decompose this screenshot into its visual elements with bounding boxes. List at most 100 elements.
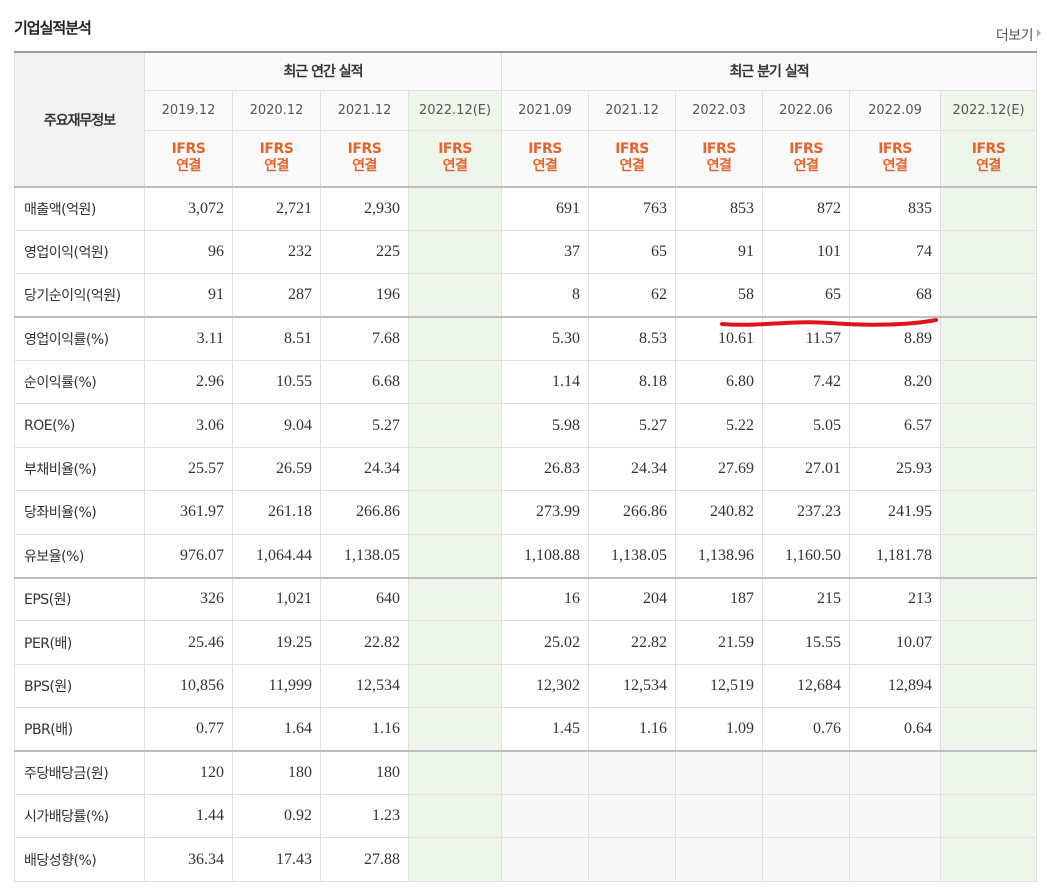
table-cell: 8	[501, 273, 590, 318]
table-cell: 65	[588, 229, 677, 275]
row-label: BPS(원)	[14, 663, 145, 709]
table-row: 매출액(억원) 3,072 2,721 2,930 691 763 853 872 835	[14, 185, 1038, 231]
table-cell	[940, 229, 1038, 275]
consolidated-label: 연결	[619, 158, 645, 175]
ifrs-label: IFRS	[971, 141, 1006, 158]
table-cell: 25.02	[501, 620, 590, 665]
table-cell	[501, 793, 590, 839]
table-cell: 25.93	[849, 446, 942, 492]
ifrs-basis-header: IFRS 연결	[232, 129, 321, 188]
table-cell	[940, 490, 1038, 535]
table-cell: 853	[675, 185, 764, 231]
table-cell: 62	[588, 273, 677, 318]
table-cell	[940, 185, 1038, 231]
period-header: 2022.03	[675, 89, 764, 131]
table-cell: 213	[849, 576, 942, 622]
table-cell: 5.98	[501, 403, 590, 448]
table-cell: 12,534	[588, 663, 677, 709]
ifrs-basis-header: IFRS 연결	[144, 129, 233, 188]
table-cell: 27.88	[320, 837, 409, 882]
ifrs-basis-header: IFRS 연결	[588, 129, 677, 188]
table-cell	[407, 707, 503, 752]
table-cell	[849, 793, 942, 839]
table-cell: 12,534	[320, 663, 409, 709]
table-cell: 7.68	[320, 316, 409, 362]
table-row: 당좌비율(%) 361.97 261.18 266.86 273.99 266.86 240…	[14, 490, 1038, 535]
table-cell	[940, 533, 1038, 579]
ifrs-label: IFRS	[259, 141, 294, 158]
table-cell: 266.86	[588, 490, 677, 535]
table-cell	[762, 837, 851, 882]
table-cell: 187	[675, 576, 764, 622]
table-cell	[501, 837, 590, 882]
table-row: 배당성향(%) 36.34 17.43 27.88	[14, 837, 1038, 882]
table-cell	[407, 185, 503, 231]
table-cell	[407, 533, 503, 579]
table-cell	[501, 750, 590, 795]
consolidated-label: 연결	[264, 158, 289, 175]
row-label: PBR(배)	[14, 707, 145, 752]
table-cell: 1.23	[320, 793, 409, 839]
table-cell: 1,108.88	[501, 533, 590, 579]
table-cell: 640	[320, 576, 409, 622]
table-cell: 12,894	[849, 663, 942, 709]
table-cell	[940, 360, 1038, 405]
table-cell: 68	[849, 273, 942, 318]
table-cell: 691	[501, 185, 590, 231]
table-cell: 8.89	[849, 316, 942, 362]
row-label: 영업이익(억원)	[14, 229, 145, 275]
table-cell: 976.07	[144, 533, 233, 579]
consolidated-label: 연결	[532, 158, 558, 175]
row-label: 시가배당률(%)	[14, 793, 145, 839]
table-cell: 24.34	[588, 446, 677, 492]
table-row: ROE(%) 3.06 9.04 5.27 5.98 5.27 5.22 5.05 6.57	[14, 403, 1038, 448]
table-cell: 6.68	[320, 360, 409, 405]
table-cell	[940, 750, 1038, 795]
table-cell: 25.57	[144, 446, 233, 492]
consolidated-label: 연결	[176, 158, 201, 175]
row-label: ROE(%)	[14, 403, 145, 448]
ifrs-label: IFRS	[615, 141, 649, 158]
table-cell: 10.61	[675, 316, 764, 362]
table-cell: 24.34	[320, 446, 409, 492]
row-label: EPS(원)	[14, 576, 145, 622]
table-cell: 22.82	[588, 620, 677, 665]
table-row: BPS(원) 10,856 11,999 12,534 12,302 12,534 12,5…	[14, 663, 1038, 709]
table-cell: 287	[232, 273, 321, 318]
table-cell: 101	[762, 229, 851, 275]
row-label: 순이익률(%)	[14, 360, 145, 405]
ifrs-label: IFRS	[528, 141, 562, 158]
table-cell: 12,684	[762, 663, 851, 709]
table-cell: 1,064.44	[232, 533, 321, 579]
section-title: 기업실적분석	[14, 19, 92, 37]
table-cell: 2.96	[144, 360, 233, 405]
table-cell	[940, 707, 1038, 752]
table-cell: 11.57	[762, 316, 851, 362]
period-header: 2021.09	[501, 89, 590, 131]
table-cell: 8.20	[849, 360, 942, 405]
table-cell: 96	[144, 229, 233, 275]
table-cell: 2,721	[232, 185, 321, 231]
table-cell: 1,181.78	[849, 533, 942, 579]
table-cell: 10,856	[144, 663, 233, 709]
ifrs-basis-header: IFRS 연결	[675, 129, 764, 188]
table-cell: 1,138.05	[320, 533, 409, 579]
table-cell: 8.51	[232, 316, 321, 362]
chevron-right-icon[interactable]	[1037, 29, 1041, 37]
annual-group-header: 최근 연간 실적	[143, 51, 503, 91]
table-cell	[407, 403, 503, 448]
ifrs-basis-header: IFRS 연결	[849, 129, 942, 188]
table-cell: 326	[144, 576, 233, 622]
table-row: PBR(배) 0.77 1.64 1.16 1.45 1.16 1.09 0.76 0.64	[14, 707, 1038, 752]
table-row: 유보율(%) 976.07 1,064.44 1,138.05 1,108.88 1,13…	[14, 533, 1038, 579]
row-label: 유보율(%)	[14, 533, 145, 579]
consolidated-label: 연결	[706, 158, 732, 175]
table-cell	[407, 273, 503, 318]
table-cell: 763	[588, 185, 677, 231]
table-row: EPS(원) 326 1,021 640 16 204 187 215 213	[14, 576, 1038, 622]
more-link[interactable]: 더보기	[995, 28, 1034, 44]
table-cell: 19.25	[232, 620, 321, 665]
table-cell: 10.55	[232, 360, 321, 405]
row-label: 매출액(억원)	[14, 185, 145, 231]
table-cell	[940, 663, 1038, 709]
